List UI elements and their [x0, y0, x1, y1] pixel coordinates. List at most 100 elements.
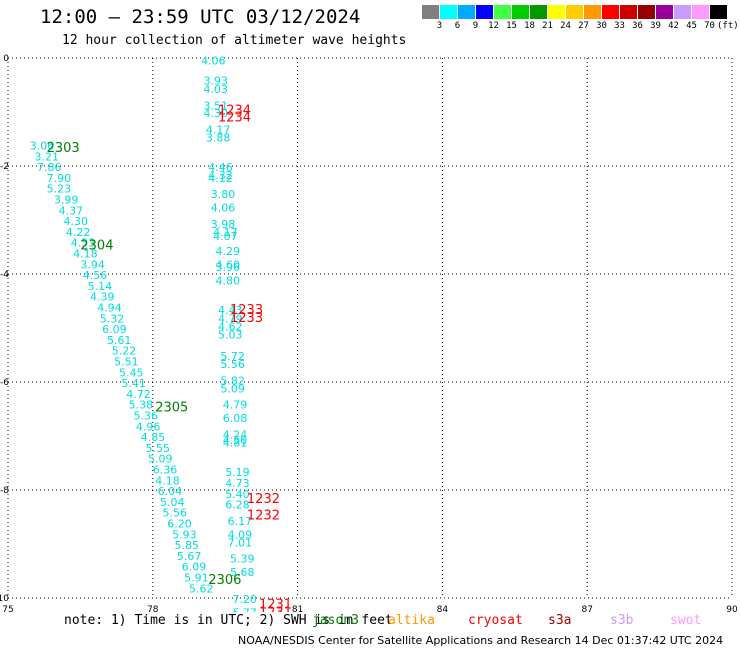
legend-label: 24: [560, 21, 571, 31]
wave-height-point: 4.53: [71, 237, 96, 250]
legend-label: 15: [506, 21, 517, 31]
satellite-name-s3b: s3b: [610, 613, 634, 628]
wave-height-point: 3.51: [203, 100, 228, 113]
wave-height-point: 5.61: [107, 334, 131, 347]
chart-title: 12:00 — 23:59 UTC 03/12/2024: [40, 6, 361, 28]
wave-height-point: 5.56: [162, 507, 187, 520]
wave-height-point: 6.17: [228, 515, 253, 528]
legend-swatch: [656, 5, 673, 19]
wave-height-point: 4.06: [201, 55, 226, 68]
satellite-name-s3a: s3a: [548, 613, 572, 628]
wave-height-point: 4.72: [126, 388, 150, 401]
wave-height-point: 5.72: [220, 350, 245, 363]
time-label: 1231: [259, 597, 292, 612]
time-label: 1233: [230, 303, 263, 318]
satellite-name-jason3: jason3: [312, 613, 359, 628]
time-label: 1232: [247, 492, 280, 507]
wave-height-point: 5.93: [172, 528, 197, 541]
wave-height-point: 4.85: [141, 431, 166, 444]
wave-height-point: 5.14: [88, 280, 113, 293]
wave-height-point: 3.88: [206, 131, 231, 144]
legend-swatch: [602, 5, 619, 19]
legend-label: 42: [668, 21, 679, 31]
x-tick-label: 90: [726, 605, 738, 612]
wave-height-point: 4.46: [208, 161, 233, 174]
wave-height-point: 5.09: [220, 382, 245, 395]
legend-swatch: [674, 5, 691, 19]
wave-height-point: 4.29: [216, 245, 241, 258]
legend-label: 39: [650, 21, 661, 31]
wave-height-point: 7.86: [37, 161, 62, 174]
wave-height-point: 4.12: [208, 172, 233, 185]
legend-swatch: [530, 5, 547, 19]
credit-line: NOAA/NESDIS Center for Satellite Applica…: [238, 634, 724, 647]
wave-height-point: 5.67: [177, 550, 202, 563]
legend-label: 18: [524, 21, 535, 31]
wave-height-point: 6.28: [225, 499, 250, 512]
wave-height-point: 3.96: [216, 261, 241, 274]
wave-height-point: 4.50: [223, 434, 248, 447]
wave-height-point: 5.36: [133, 409, 158, 422]
wave-height-point: 5.03: [218, 328, 243, 341]
wave-height-point: 6.04: [158, 485, 183, 498]
wave-height-point: 5.38: [129, 399, 154, 412]
time-label: 1233: [230, 311, 263, 326]
legend-swatch: [620, 5, 637, 19]
wave-height-point: 3.21: [35, 150, 60, 163]
time-label: 2305: [155, 400, 188, 415]
legend-label: 27: [578, 21, 589, 31]
wave-height-point: 4.18: [73, 247, 98, 260]
legend-label: 30: [596, 21, 607, 31]
wave-height-point: 4.06: [211, 202, 236, 215]
wave-height-point: 4.73: [225, 477, 250, 490]
legend-swatch: [566, 5, 583, 19]
wave-height-point: 5.55: [146, 442, 171, 455]
wave-height-point: 5.04: [160, 496, 185, 509]
wave-height-point: 4.60: [216, 258, 241, 271]
wave-height-point: 6.09: [182, 561, 207, 574]
legend-label: 21: [542, 21, 553, 31]
legend-swatch: [512, 5, 529, 19]
wave-height-point: 4.17: [213, 226, 238, 239]
wave-height-point: 4.81: [223, 436, 248, 449]
legend-label: 9: [472, 21, 479, 31]
legend-swatch: [476, 5, 493, 19]
wave-height-point: 5.77: [232, 607, 257, 612]
wave-height-point: 4.37: [59, 204, 84, 217]
x-tick-label: 75: [2, 605, 13, 612]
y-tick-label: -10: [0, 594, 9, 604]
legend-label: 70: [704, 21, 715, 31]
legend-label: 36: [632, 21, 643, 31]
legend-swatch: [692, 5, 709, 19]
wave-height-point: 6.08: [223, 412, 248, 425]
time-label: 1234: [218, 110, 251, 125]
wave-height-point: 6.36: [153, 463, 178, 476]
wave-height-point: 4.24: [223, 428, 248, 441]
footer-note: note: 1) Time is in UTC; 2) SWH is in fe…: [64, 613, 393, 628]
wave-height-point: 5.40: [225, 488, 250, 501]
y-tick-label: 0: [3, 54, 9, 64]
time-label: 1231: [259, 606, 292, 613]
wave-height-point: 3.06: [30, 139, 55, 152]
wave-height-point: 4.94: [97, 301, 122, 314]
wave-height-point: 4.03: [203, 83, 228, 96]
wave-height-point: 3.94: [80, 258, 105, 271]
y-tick-label: -8: [0, 486, 9, 496]
wave-height-point: 3.99: [54, 193, 79, 206]
wave-height-point: 4.09: [228, 528, 253, 541]
legend-swatch: [710, 5, 727, 19]
time-label: 1234: [218, 103, 251, 118]
wave-height-point: 5.91: [184, 571, 209, 584]
legend-unit: (ft): [717, 21, 739, 31]
wave-height-point: 5.32: [100, 312, 125, 325]
wave-height-point: 4.96: [136, 420, 161, 433]
wave-height-point: 3.98: [211, 218, 236, 231]
satellite-name-cryosat: cryosat: [468, 613, 523, 628]
x-tick-label: 84: [437, 605, 449, 612]
legend-label: 45: [686, 21, 697, 31]
wave-height-point: 5.51: [114, 355, 139, 368]
wave-height-point: 4.18: [155, 474, 180, 487]
time-label: 2304: [80, 238, 113, 253]
wave-height-point: 5.39: [230, 553, 255, 566]
wave-height-point: 5.68: [230, 566, 255, 579]
